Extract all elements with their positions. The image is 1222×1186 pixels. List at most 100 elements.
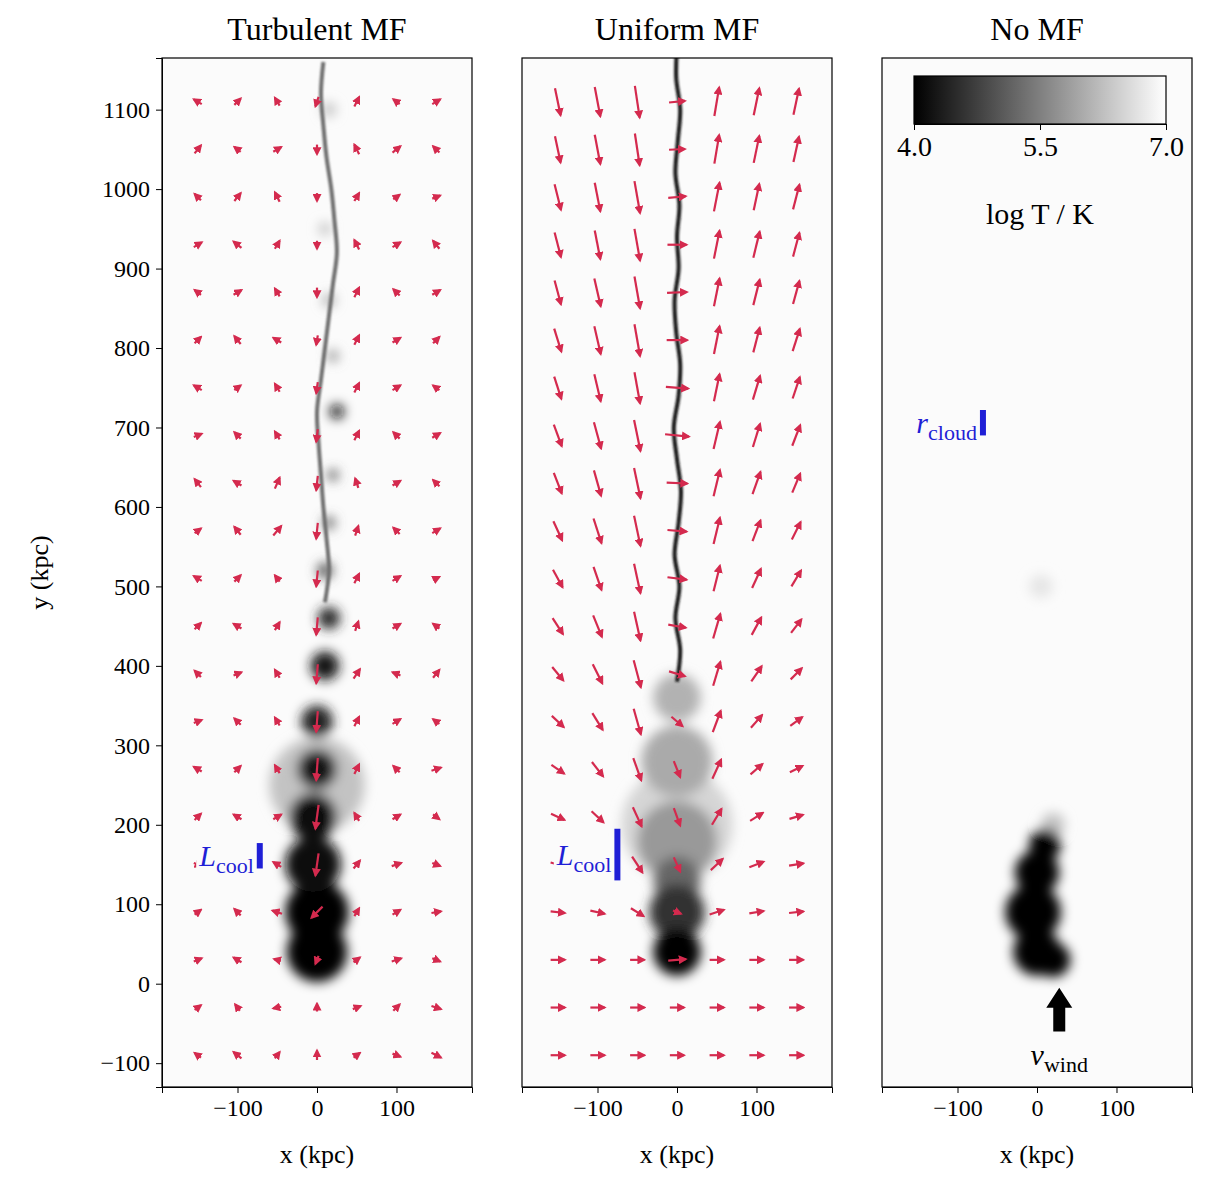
- tick: 7.0: [1149, 124, 1184, 162]
- field-arrow: [355, 478, 358, 488]
- field-arrow: [667, 530, 686, 532]
- field-arrow: [355, 621, 358, 631]
- field-arrow: [432, 433, 440, 438]
- tick-mark: [756, 1087, 757, 1093]
- annotation-subscript: cool: [573, 852, 611, 877]
- field-arrow: [751, 764, 763, 774]
- field-arrow: [632, 857, 642, 873]
- field-arrow: [789, 911, 803, 913]
- field-arrow: [194, 576, 202, 581]
- tick-mark: [156, 269, 162, 270]
- field-arrow: [791, 668, 802, 679]
- field-arrow: [633, 807, 642, 826]
- tick: 600: [114, 494, 162, 520]
- field-arrow: [789, 815, 803, 819]
- tick-mark: [156, 825, 162, 826]
- cloud-blob: [297, 749, 337, 789]
- field-arrow: [316, 571, 318, 587]
- field-arrow: [432, 290, 440, 295]
- field-arrow: [234, 481, 242, 486]
- field-arrow: [753, 424, 760, 447]
- field-arrow: [634, 709, 641, 734]
- field-arrow: [665, 434, 689, 436]
- field-arrow: [393, 766, 399, 772]
- field-arrow: [354, 1053, 360, 1058]
- field-arrow: [195, 145, 201, 153]
- field-arrow: [354, 574, 359, 584]
- field-arrow: [316, 476, 318, 490]
- field-arrow: [194, 385, 202, 390]
- field-arrow: [393, 289, 399, 295]
- field-arrow: [393, 338, 401, 343]
- field-arrow: [275, 1052, 280, 1058]
- field-arrow: [674, 761, 680, 777]
- background: [162, 58, 472, 1087]
- field-arrow: [749, 959, 763, 961]
- field-arrow: [234, 527, 240, 535]
- field-arrow: [273, 814, 281, 819]
- field-arrow: [713, 614, 720, 639]
- panel-title: No MF: [990, 11, 1083, 47]
- cloud-blob: [1035, 942, 1070, 977]
- axis: −1000100: [883, 1087, 1193, 1121]
- field-arrow: [713, 662, 720, 686]
- field-arrow: [714, 422, 720, 449]
- field-arrow: [393, 385, 401, 390]
- field-arrow: [194, 767, 202, 772]
- field-arrow: [315, 853, 318, 875]
- tick-mark: [914, 124, 915, 130]
- field-arrow: [275, 670, 280, 678]
- field-arrow: [671, 717, 682, 727]
- field-arrow: [275, 241, 280, 249]
- scale-bar: [614, 829, 620, 881]
- field-arrow: [272, 911, 282, 914]
- field-arrow: [590, 1006, 604, 1008]
- field-arrow: [354, 193, 359, 201]
- field-arrow: [311, 907, 322, 918]
- tick-label: 600: [114, 494, 150, 520]
- field-arrow: [551, 765, 564, 774]
- field-arrow: [316, 145, 318, 155]
- tick: 500: [114, 574, 162, 600]
- field-arrow: [552, 716, 564, 727]
- field-arrow: [594, 374, 600, 401]
- field-arrow: [754, 136, 760, 163]
- field-arrow: [354, 431, 359, 441]
- field-arrow: [667, 482, 688, 485]
- cloud-blob: [327, 350, 338, 361]
- field-arrow: [667, 291, 687, 294]
- field-arrow: [392, 958, 402, 961]
- field-arrow: [714, 518, 720, 544]
- field-arrow: [275, 288, 280, 296]
- axis: 4.05.57.0: [897, 124, 1184, 162]
- field-arrow: [354, 813, 359, 821]
- tick-mark: [1166, 124, 1167, 130]
- field-arrow: [275, 384, 280, 392]
- field-arrow: [634, 372, 640, 403]
- annotation-text: v: [1031, 1038, 1045, 1071]
- field-arrow: [714, 374, 720, 401]
- field-arrow: [234, 718, 240, 724]
- tick: −100: [933, 1087, 983, 1121]
- field-arrow: [710, 1006, 724, 1008]
- field-arrow: [751, 715, 762, 728]
- field-arrow: [354, 957, 360, 962]
- tick-mark: [598, 1087, 599, 1093]
- field-arrow: [431, 768, 441, 771]
- field-arrow: [634, 420, 640, 451]
- field-arrow: [433, 385, 439, 390]
- tick-label: 800: [114, 335, 150, 361]
- field-arrow: [753, 376, 760, 400]
- field-arrow: [634, 181, 640, 213]
- field-arrow: [275, 98, 280, 106]
- field-arrow: [713, 711, 721, 732]
- field-arrow: [634, 612, 640, 641]
- tick-label: 100: [379, 1095, 415, 1121]
- tick-label: −100: [573, 1095, 623, 1121]
- field-arrow: [594, 422, 601, 448]
- field-arrow: [273, 147, 281, 152]
- field-arrow: [554, 425, 562, 446]
- field-arrow: [554, 329, 561, 352]
- annotation-label: Lcool: [556, 838, 612, 877]
- field-arrow: [316, 335, 318, 345]
